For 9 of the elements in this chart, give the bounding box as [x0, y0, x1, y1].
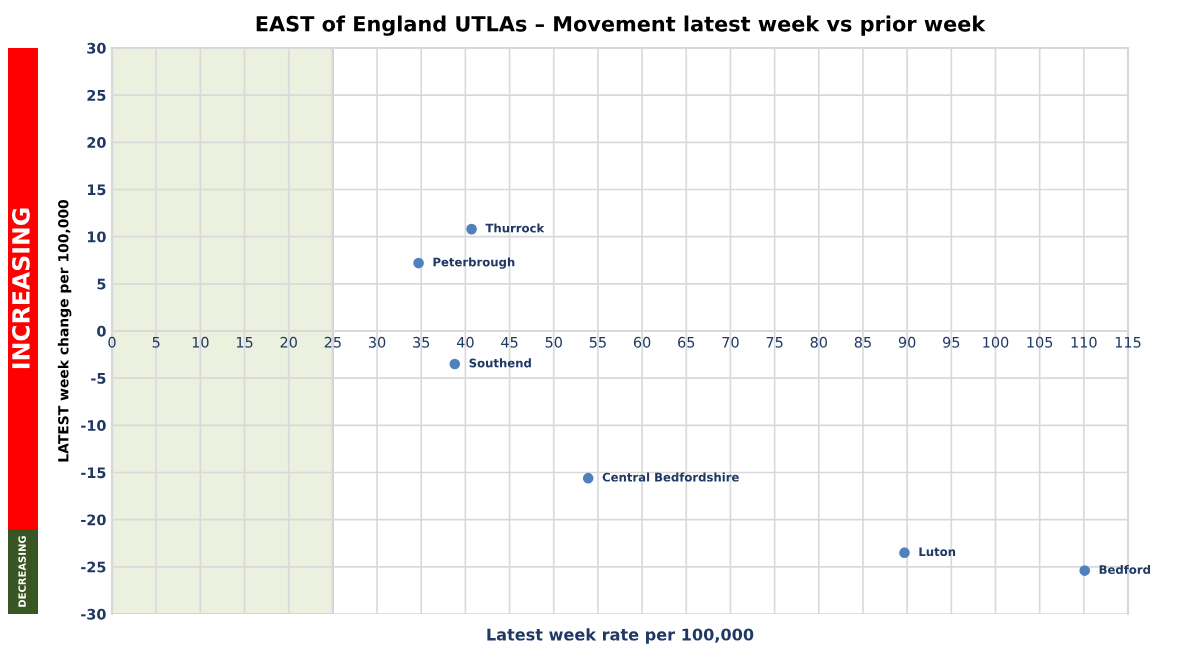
chart-title: EAST of England UTLAs – Movement latest week vs prior week — [256, 15, 986, 36]
point — [582, 472, 594, 484]
x-axis-title: Latest week rate per 100,000 — [487, 628, 754, 644]
point — [466, 223, 477, 235]
text: INCREASING — [11, 208, 30, 369]
point — [449, 358, 461, 370]
point — [1079, 565, 1091, 576]
point — [413, 257, 424, 269]
point — [899, 547, 910, 558]
